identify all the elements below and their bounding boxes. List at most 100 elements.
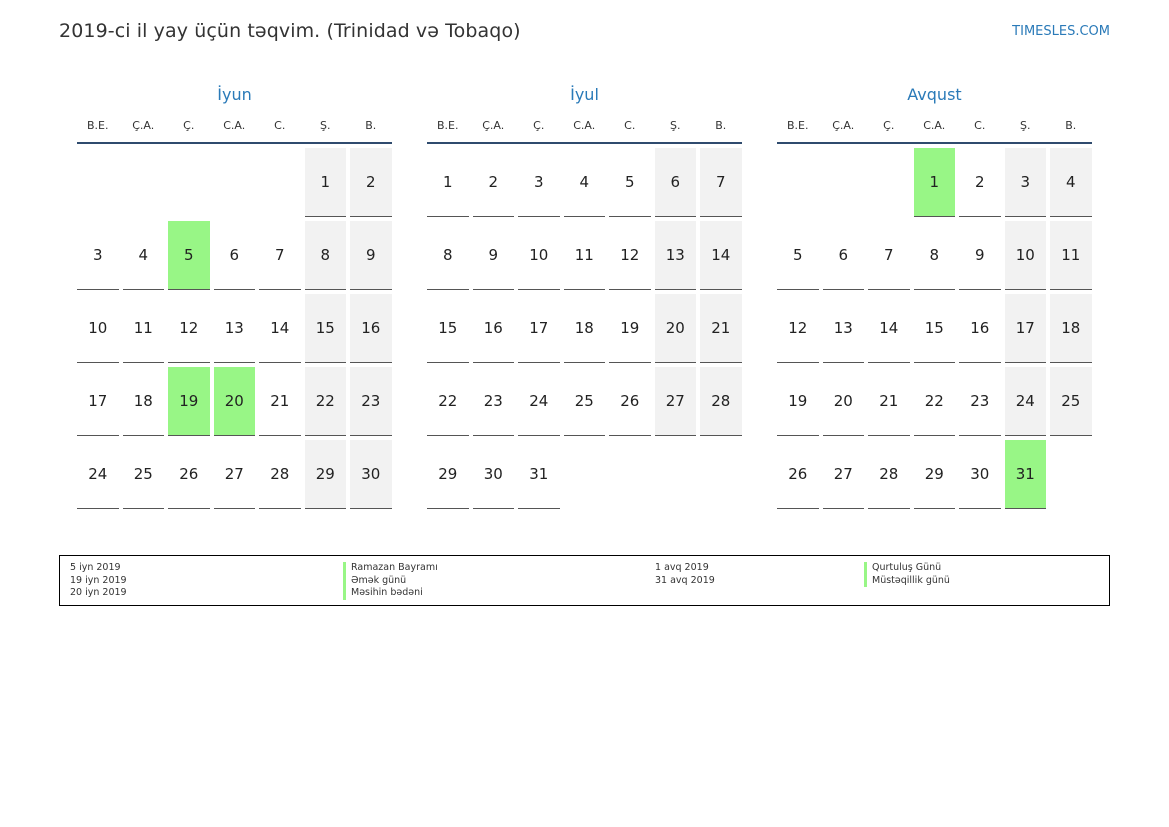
day-cell: 6: [822, 221, 864, 290]
legend-date: 20 iyn 2019: [70, 587, 127, 598]
legend-right-names: Qurtuluş Günü Müstəqillik günü: [864, 562, 950, 587]
day-cell: 2: [350, 148, 392, 217]
empty-day-cell: [823, 148, 865, 216]
month-grid: 1 2 3 4 5 6 7 8 9 10 11 12 13 14 15 16 17 18 19 20 21 22 23 24 2…: [77, 148, 392, 509]
week-row: 24 25 26 27 28 29 30: [77, 440, 392, 509]
day-cell: 26: [777, 440, 819, 509]
day-cell: 22: [427, 367, 469, 436]
legend-holiday-name: Məsihin bədəni: [343, 587, 438, 600]
week-row: 17 18 19 20 21 22 23: [77, 367, 392, 436]
day-cell: 10: [518, 221, 560, 290]
day-cell: 10: [77, 294, 119, 363]
page-title: 2019-ci il yay üçün təqvim. (Trinidad və…: [59, 20, 521, 42]
day-cell: 7: [868, 221, 910, 290]
day-cell: 11: [563, 221, 605, 290]
day-cell: 6: [213, 221, 255, 290]
day-cell: 13: [822, 294, 864, 363]
day-cell: 29: [304, 440, 346, 509]
day-cell: 15: [913, 294, 955, 363]
day-cell: 25: [122, 440, 164, 509]
month-june: İyun B.E. Ç.A. Ç. C.A. C. Ş. B. 1 2 3 4 5 6 7 8 9 10 11 12 1…: [77, 84, 392, 513]
day-cell: 11: [1050, 221, 1092, 290]
day-cell: 9: [472, 221, 514, 290]
day-cell: 26: [609, 367, 651, 436]
month-name: İyul: [570, 85, 599, 104]
day-cell: 3: [1004, 148, 1046, 217]
day-cell: 17: [1004, 294, 1046, 363]
week-row: 10 11 12 13 14 15 16: [77, 294, 392, 363]
day-cell: 14: [868, 294, 910, 363]
weekday-header: B.E. Ç.A. Ç. C.A. C. Ş. B.: [427, 116, 742, 144]
weekday-label: Ç.A.: [132, 119, 155, 132]
holiday-day-cell: 5: [168, 221, 210, 290]
empty-day-cell: [655, 440, 697, 508]
day-cell: 14: [259, 294, 301, 363]
weekday-label: C.A.: [573, 119, 596, 132]
holiday-day-cell: 31: [1004, 440, 1046, 509]
week-row: 8 9 10 11 12 13 14: [427, 221, 742, 290]
empty-day-cell: [700, 440, 742, 508]
month-name: İyun: [217, 85, 252, 104]
day-cell: 25: [1050, 367, 1092, 436]
day-cell: 24: [1004, 367, 1046, 436]
day-cell: 15: [304, 294, 346, 363]
day-cell: 3: [518, 148, 560, 217]
day-cell: 18: [1050, 294, 1092, 363]
day-cell: 9: [959, 221, 1001, 290]
day-cell: 25: [563, 367, 605, 436]
day-cell: 12: [168, 294, 210, 363]
day-cell: 23: [350, 367, 392, 436]
weekday-header: B.E. Ç.A. Ç. C.A. C. Ş. B.: [777, 116, 1092, 144]
day-cell: 16: [472, 294, 514, 363]
day-cell: 23: [959, 367, 1001, 436]
month-grid: 1 2 3 4 5 6 7 8 9 10 11 12 13 14 15 16 17 18 19 20 21 22 23 24 2…: [427, 148, 742, 509]
week-row: 15 16 17 18 19 20 21: [427, 294, 742, 363]
empty-day-cell: [1050, 440, 1092, 508]
empty-day-cell: [777, 148, 819, 216]
week-row: 5 6 7 8 9 10 11: [777, 221, 1092, 290]
week-row: 19 20 21 22 23 24 25: [777, 367, 1092, 436]
legend-holiday-name: Əmək günü: [343, 574, 438, 587]
day-cell: 24: [518, 367, 560, 436]
legend-date: 31 avq 2019: [655, 574, 715, 586]
day-cell: 4: [122, 221, 164, 290]
day-cell: 22: [913, 367, 955, 436]
brand-link[interactable]: TIMESLES.COM: [1012, 24, 1110, 39]
day-cell: 8: [913, 221, 955, 290]
day-cell: 28: [259, 440, 301, 509]
day-cell: 27: [822, 440, 864, 509]
day-cell: 5: [609, 148, 651, 217]
day-cell: 12: [777, 294, 819, 363]
holiday-day-cell: 1: [913, 148, 955, 217]
day-cell: 1: [304, 148, 346, 217]
legend-right-dates: 1 avq 2019 31 avq 2019: [655, 562, 715, 587]
empty-day-cell: [609, 440, 651, 508]
weekday-label: C.: [624, 119, 636, 132]
day-cell: 27: [654, 367, 696, 436]
day-cell: 18: [563, 294, 605, 363]
day-cell: 31: [518, 440, 560, 509]
holiday-day-cell: 20: [213, 367, 255, 436]
day-cell: 28: [700, 367, 742, 436]
day-cell: 9: [350, 221, 392, 290]
weekday-label: C.: [274, 119, 286, 132]
weekday-label: B.E.: [437, 119, 459, 132]
day-cell: 12: [609, 221, 651, 290]
day-cell: 21: [700, 294, 742, 363]
day-cell: 23: [472, 367, 514, 436]
weekday-label: C.A.: [923, 119, 946, 132]
day-cell: 21: [259, 367, 301, 436]
day-cell: 10: [1004, 221, 1046, 290]
day-cell: 20: [654, 294, 696, 363]
weekday-label: Ç.: [183, 119, 195, 132]
day-cell: 6: [654, 148, 696, 217]
legend-holiday-name: Müstəqillik günü: [864, 574, 950, 587]
weekday-label: C.: [974, 119, 986, 132]
weekday-header: B.E. Ç.A. Ç. C.A. C. Ş. B.: [77, 116, 392, 144]
weekday-label: B.: [365, 119, 377, 132]
legend-left-names: Ramazan Bayramı Əmək günü Məsihin bədəni: [343, 562, 438, 600]
day-cell: 18: [122, 367, 164, 436]
